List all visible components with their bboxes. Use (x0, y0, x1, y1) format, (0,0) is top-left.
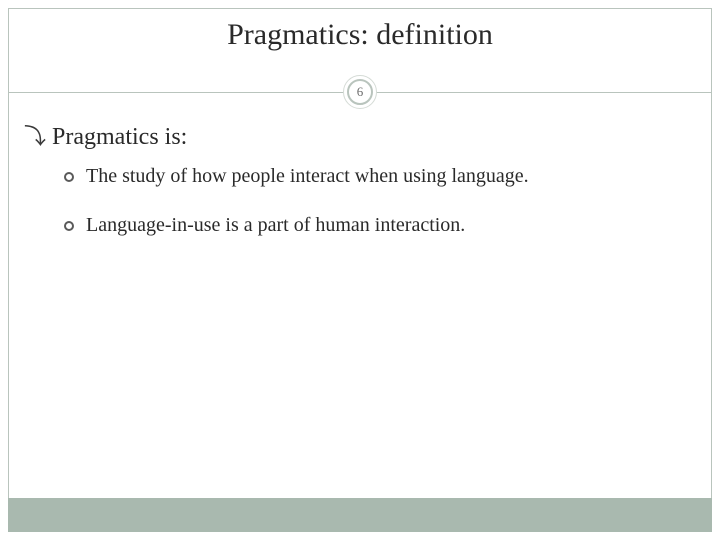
circle-bullet-icon (64, 221, 74, 231)
content-area: ⤵ Pragmatics is: The study of how people… (24, 124, 696, 263)
heading-text: Pragmatics is: (52, 124, 187, 151)
bullet-text: The study of how people interact when us… (86, 165, 529, 188)
sub-bullet: The study of how people interact when us… (64, 165, 696, 188)
sub-bullet: Language-in-use is a part of human inter… (64, 214, 696, 237)
title-area: Pragmatics: definition (0, 18, 720, 52)
slide-title: Pragmatics: definition (0, 18, 720, 52)
swirl-bullet-icon: ⤵ (24, 126, 46, 148)
bullet-text: Language-in-use is a part of human inter… (86, 214, 465, 237)
circle-bullet-icon (64, 172, 74, 182)
footer-bar (8, 498, 712, 532)
slide: Pragmatics: definition 6 ⤵ Pragmatics is… (0, 0, 720, 540)
main-bullet: ⤵ Pragmatics is: (24, 124, 696, 151)
page-number-badge: 6 (347, 79, 373, 105)
